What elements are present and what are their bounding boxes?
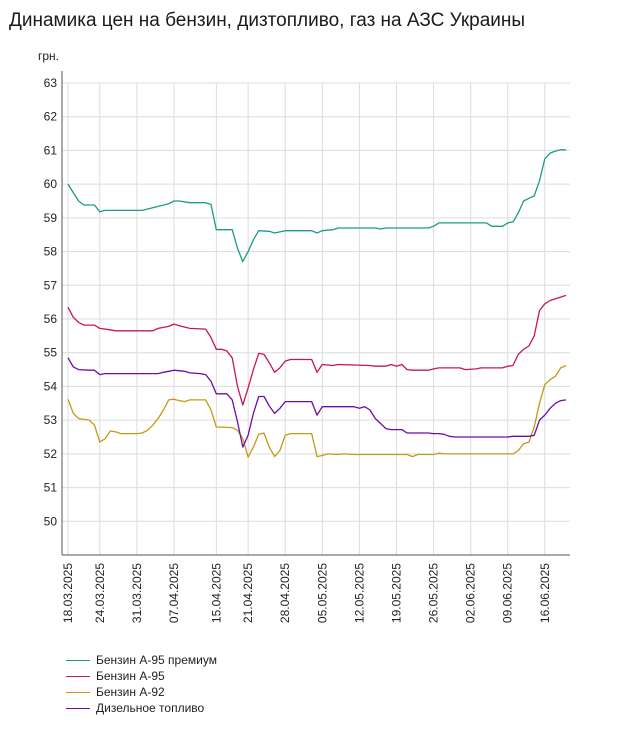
x-tick-label: 31.03.2025 xyxy=(130,563,144,623)
y-tick-label: 63 xyxy=(44,76,58,90)
x-tick-label: 16.06.2025 xyxy=(538,563,552,623)
x-tick-label: 19.05.2025 xyxy=(389,563,403,623)
x-tick-label: 09.06.2025 xyxy=(501,563,515,623)
y-tick-label: 55 xyxy=(44,346,58,360)
chart-svg: 50 51 52 53 54 55 56 57 58 59 60 61 62 63 18.03.2025 24… xyxy=(38,49,570,623)
y-tick-label: 50 xyxy=(44,514,58,528)
series-line-4 xyxy=(67,357,567,448)
axes: 50 51 52 53 54 55 56 57 58 59 60 61 62 63 18.03.2025 24… xyxy=(38,49,570,623)
x-tick-label: 21.04.2025 xyxy=(241,563,255,623)
grid xyxy=(62,82,570,555)
series-line-2 xyxy=(67,294,567,406)
x-tick-label: 24.03.2025 xyxy=(93,563,107,623)
legend-swatch xyxy=(66,675,90,677)
y-tick-label: 60 xyxy=(44,177,58,191)
x-tick-label: 26.05.2025 xyxy=(427,563,441,623)
y-tick-label: 56 xyxy=(44,312,58,326)
legend-swatch xyxy=(66,691,90,693)
legend: Бензин А-95 премиум Бензин А-95 Бензин А-9… xyxy=(66,652,217,716)
legend-item-2: Бензин А-95 xyxy=(66,668,217,684)
x-tick-label: 12.05.2025 xyxy=(352,563,366,623)
legend-label: Дизельное топливо xyxy=(96,701,205,715)
y-tick-label: 57 xyxy=(44,278,58,292)
y-tick-label: 52 xyxy=(44,447,58,461)
y-tick-label: 62 xyxy=(44,110,58,124)
y-axis-label: грн. xyxy=(38,49,59,63)
legend-item-3: Бензин А-92 xyxy=(66,684,217,700)
y-tick-label: 58 xyxy=(44,245,58,259)
x-tick-label: 28.04.2025 xyxy=(278,563,292,623)
series-layer xyxy=(67,149,567,458)
x-tick-label: 05.05.2025 xyxy=(315,563,329,623)
legend-swatch xyxy=(66,659,90,661)
y-tick-label: 53 xyxy=(44,413,58,427)
y-tick-label: 54 xyxy=(44,379,58,393)
x-tick-label: 18.03.2025 xyxy=(61,563,75,623)
legend-label: Бензин А-95 xyxy=(96,669,165,683)
legend-swatch xyxy=(66,707,90,709)
series-line-1 xyxy=(67,149,566,263)
series-line-3 xyxy=(67,364,567,458)
legend-item-1: Бензин А-95 премиум xyxy=(66,652,217,668)
legend-item-4: Дизельное топливо xyxy=(66,700,217,716)
x-tick-label: 02.06.2025 xyxy=(464,563,478,623)
legend-label: Бензин А-92 xyxy=(96,685,165,699)
y-tick-label: 51 xyxy=(44,481,58,495)
legend-label: Бензин А-95 премиум xyxy=(96,653,217,667)
y-tick-label: 59 xyxy=(44,211,58,225)
x-tick-label: 15.04.2025 xyxy=(209,563,223,623)
chart-title: Динамика цен на бензин, дизтопливо, газ … xyxy=(9,10,526,31)
y-tick-label: 61 xyxy=(44,143,58,157)
x-tick-label: 07.04.2025 xyxy=(167,563,181,623)
